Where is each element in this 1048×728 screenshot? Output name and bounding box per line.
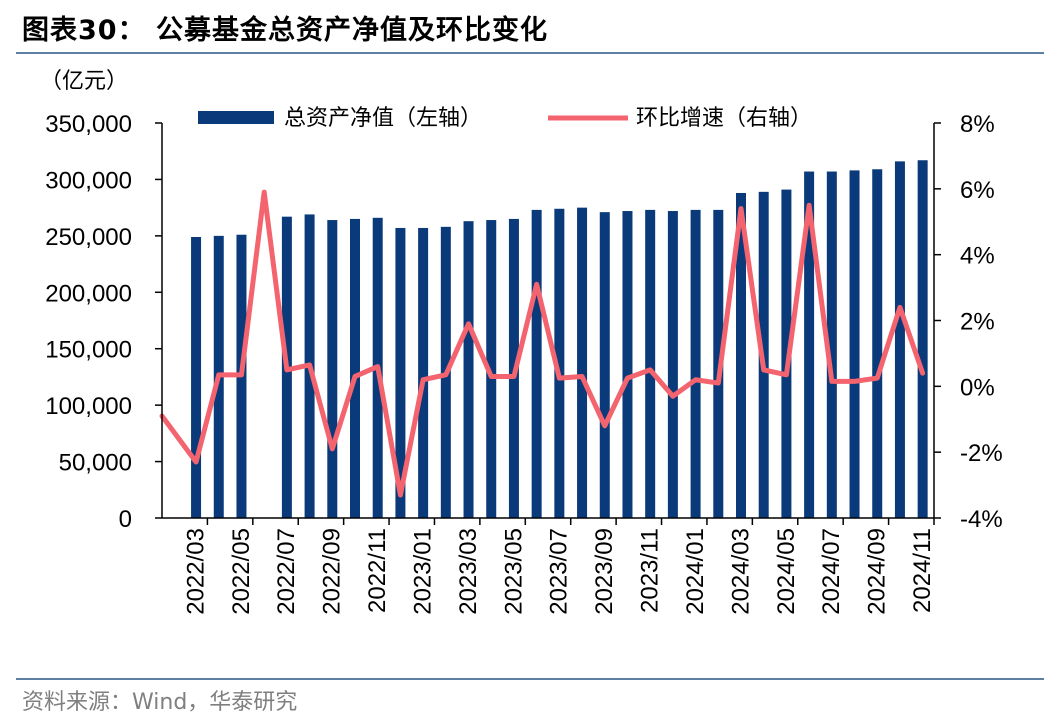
left-tick-label: 50,000 <box>59 450 132 477</box>
bar-2024/06 <box>804 171 815 518</box>
right-tick-label: 6% <box>960 177 995 204</box>
bar-2023/06 <box>531 209 542 518</box>
legend: 总资产净值（左轴） 环比增速（右轴） <box>198 106 812 131</box>
left-axis-unit: （亿元） <box>40 69 128 94</box>
x-tick-label: 2023/01 <box>409 528 436 615</box>
x-tick-label: 2024/05 <box>773 528 800 615</box>
left-tick-label: 200,000 <box>45 280 132 307</box>
legend-bar-label: 总资产净值（左轴） <box>284 106 482 131</box>
bar-2023/12 <box>667 211 678 518</box>
right-tick-label: -4% <box>960 506 1003 533</box>
x-tick-label: 2023/03 <box>455 528 482 615</box>
x-tick-label: 2023/09 <box>591 528 618 615</box>
x-tick-label: 2024/07 <box>818 528 845 615</box>
source-note: 资料来源：Wind，华泰研究 <box>22 690 298 715</box>
x-tick-label: 2024/09 <box>864 528 891 615</box>
x-tick-label: 2022/09 <box>319 528 346 615</box>
left-tick-label: 0 <box>119 506 132 533</box>
left-tick-label: 300,000 <box>45 167 132 194</box>
right-tick-label: 4% <box>960 243 995 270</box>
legend-line-label: 环比增速（右轴） <box>636 106 812 131</box>
bar-2024/01 <box>690 209 701 518</box>
bar-2023/01 <box>418 227 429 518</box>
legend-bar-swatch <box>198 111 274 124</box>
x-tick-label: 2022/05 <box>228 528 255 615</box>
bar-2023/03 <box>463 221 474 518</box>
left-tick-label: 100,000 <box>45 393 132 420</box>
right-tick-label: 0% <box>960 374 995 401</box>
bar-2023/10 <box>622 211 633 518</box>
bar-2024/05 <box>781 189 792 519</box>
axes: 0 50,000 100,000 150,000 200,000 250,000 300,0… <box>40 69 1003 615</box>
bar-2022/12 <box>395 227 406 518</box>
x-tick-label: 2022/03 <box>182 528 209 615</box>
bar-series <box>191 160 928 519</box>
right-tick-label: 8% <box>960 111 995 138</box>
left-tick-label: 350,000 <box>45 111 132 138</box>
bar-2023/07 <box>554 208 565 518</box>
source-divider <box>16 678 1044 680</box>
bar-2023/08 <box>577 207 588 518</box>
x-tick-label: 2023/07 <box>546 528 573 615</box>
bar-2023/04 <box>486 220 497 519</box>
bar-2023/09 <box>599 212 610 518</box>
bar-2024/08 <box>849 170 860 518</box>
chart-title: 图表30： 公募基金总资产净值及环比变化 <box>22 15 548 46</box>
bar-2023/11 <box>645 209 656 518</box>
title-divider <box>16 52 1044 54</box>
bar-2024/07 <box>826 171 837 518</box>
bar-2024/10 <box>894 161 905 518</box>
right-tick-label: -2% <box>960 440 1003 467</box>
x-tick-label: 2024/03 <box>727 528 754 615</box>
right-tick-label: 2% <box>960 309 995 336</box>
x-tick-label: 2024/01 <box>682 528 709 615</box>
bar-2022/10 <box>350 218 360 518</box>
x-tick-label: 2022/11 <box>364 528 391 613</box>
bar-2022/03 <box>191 236 202 518</box>
x-tick-label: 2023/11 <box>637 528 664 613</box>
bar-2022/09 <box>327 220 338 519</box>
left-tick-label: 150,000 <box>45 337 132 364</box>
x-tick-label: 2024/11 <box>909 528 936 613</box>
bar-2024/09 <box>872 169 883 518</box>
bar-2024/03 <box>736 192 746 518</box>
bar-2024/11 <box>917 160 928 518</box>
left-tick-label: 250,000 <box>45 224 132 251</box>
x-tick-label: 2023/05 <box>500 528 527 615</box>
growth-line <box>159 189 926 498</box>
x-tick-label: 2022/07 <box>273 528 300 615</box>
